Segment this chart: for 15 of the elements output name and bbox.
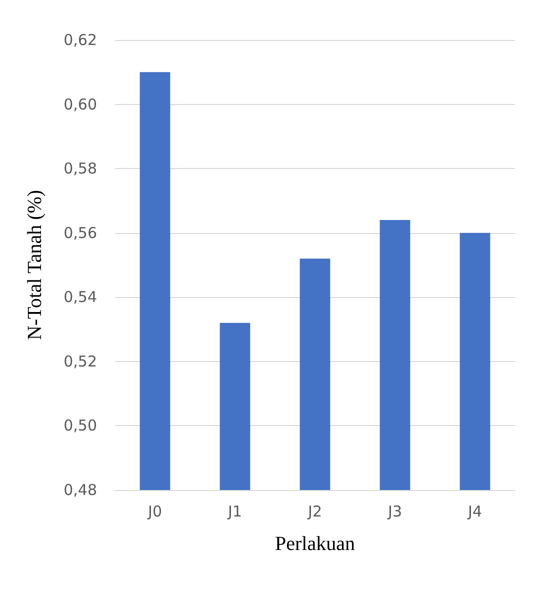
y-tick-label: 0,50 <box>64 416 97 435</box>
y-tick-label: 0,58 <box>64 160 97 178</box>
y-axis-title: N-Total Tanah (%) <box>24 190 46 340</box>
y-tick-label: 0,48 <box>64 481 97 499</box>
y-tick-label: 0,62 <box>64 31 97 49</box>
x-tick-label: J1 <box>227 502 242 520</box>
x-tick-label: J2 <box>307 502 322 520</box>
x-tick-label: J3 <box>387 502 402 520</box>
x-tick-label: J4 <box>467 502 482 520</box>
x-tick-label: J0 <box>147 502 162 520</box>
y-tick-label: 0,60 <box>64 95 97 114</box>
y-tick-label: 0,52 <box>64 352 97 370</box>
y-tick-label: 0,54 <box>64 288 97 306</box>
y-tick-label: 0,56 <box>64 224 97 242</box>
x-axis-title: Perlakuan <box>275 533 355 555</box>
